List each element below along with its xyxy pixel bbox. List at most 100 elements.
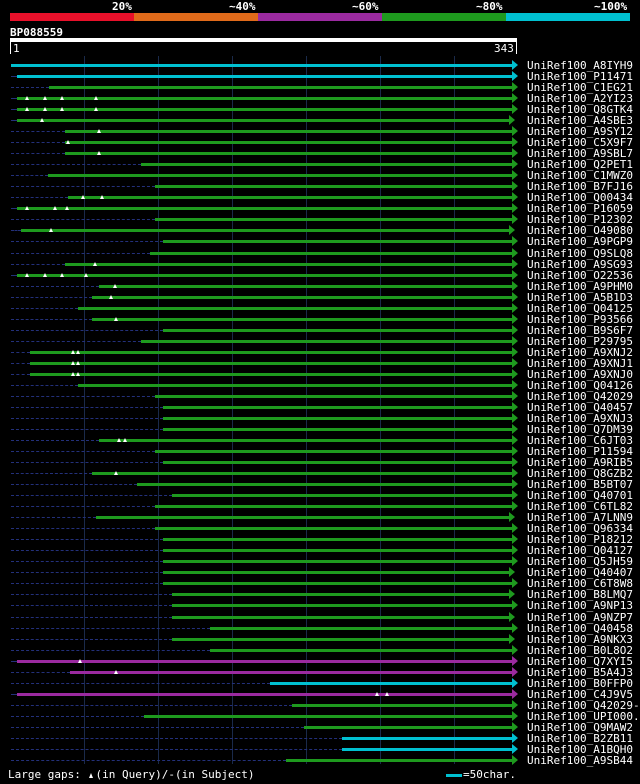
alignment-bar[interactable] [150, 251, 512, 255]
hit-name[interactable]: UniRef100_P12302 [527, 213, 633, 227]
alignment-bar[interactable] [154, 527, 512, 531]
alignment-bar[interactable] [172, 593, 510, 597]
hit-row[interactable]: UniRef100_A9RIB5 [0, 456, 640, 469]
hit-row[interactable]: UniRef100_A9XNJ3 [0, 411, 640, 425]
alignment-bar[interactable] [141, 339, 512, 343]
hit-name[interactable]: UniRef100_B9S6F7 [527, 323, 633, 337]
hit-row[interactable]: UniRef100_O49080 [0, 224, 640, 238]
alignment-bar[interactable] [98, 439, 512, 443]
hit-row[interactable]: UniRef100_B9S6F7 [0, 323, 640, 337]
hit-name[interactable]: UniRef100_Q04125 [527, 301, 633, 315]
hit-row[interactable]: UniRef100_P29795 [0, 335, 640, 348]
hit-name[interactable]: UniRef100_A9PHM0 [527, 279, 633, 293]
hit-name[interactable]: UniRef100_A4SBE3 [527, 114, 633, 128]
hit-name[interactable]: UniRef100_A9SY12 [527, 125, 633, 139]
hit-name[interactable]: UniRef100_Q40458 [527, 621, 633, 635]
alignment-bar[interactable] [78, 306, 512, 310]
hit-name[interactable]: UniRef100_Q5JH59 [527, 555, 633, 569]
hit-row[interactable]: UniRef100_A9NZP7 [0, 610, 640, 624]
alignment-bar[interactable] [95, 516, 510, 520]
hit-row[interactable]: UniRef100_Q42029 [0, 389, 640, 403]
alignment-bar[interactable] [65, 130, 512, 134]
hit-name[interactable]: UniRef100_O49080 [527, 224, 633, 238]
hit-row[interactable]: UniRef100_B2ZB11 [0, 731, 640, 745]
alignment-bar[interactable] [16, 97, 512, 101]
hit-row[interactable]: UniRef100_A9SBL7 [0, 147, 640, 160]
hit-row[interactable]: UniRef100_A9SG93 [0, 258, 640, 271]
hit-name[interactable]: UniRef100_C6TL82 [527, 500, 633, 514]
hit-name[interactable]: UniRef100_B5A4J3 [527, 665, 633, 679]
hit-name[interactable]: UniRef100_Q04127 [527, 544, 633, 558]
alignment-bar[interactable] [78, 383, 512, 387]
hit-name[interactable]: UniRef100_A9PGP9 [527, 235, 633, 249]
hit-row[interactable]: UniRef100_A9PHM0 [0, 279, 640, 293]
hit-row[interactable]: UniRef100_A9PGP9 [0, 235, 640, 249]
alignment-bar[interactable] [136, 483, 512, 487]
alignment-bar[interactable] [163, 240, 512, 244]
hit-name[interactable]: UniRef100_Q40407 [527, 566, 633, 580]
alignment-bar[interactable] [342, 747, 512, 751]
alignment-bar[interactable] [286, 758, 512, 762]
alignment-bar[interactable] [16, 75, 512, 79]
hit-name[interactable]: UniRef100_B5BT07 [527, 478, 633, 492]
alignment-bar[interactable] [65, 141, 512, 145]
hit-row[interactable]: UniRef100_B5BT07 [0, 478, 640, 492]
hit-name[interactable]: UniRef100_A8IYH9 [527, 59, 633, 72]
hit-row[interactable]: UniRef100_Q9MAW2 [0, 721, 640, 734]
hit-name[interactable]: UniRef100_UPI000.. [527, 709, 640, 723]
hit-name[interactable]: UniRef100_Q42029 [527, 389, 633, 403]
alignment-bar[interactable] [65, 262, 512, 266]
hit-name[interactable]: UniRef100_A9XNJ0 [527, 367, 633, 381]
hit-name[interactable]: UniRef100_B0L8O2 [527, 643, 633, 657]
hit-name[interactable]: UniRef100_C1MWZ0 [527, 169, 633, 183]
hit-row[interactable]: UniRef100_P11594 [0, 445, 640, 458]
alignment-bar[interactable] [21, 229, 510, 233]
hit-row[interactable]: UniRef100_C6T8W8 [0, 577, 640, 591]
hit-row[interactable]: UniRef100_A1BQH0 [0, 742, 640, 756]
hit-row[interactable]: UniRef100_P16059 [0, 202, 640, 215]
hit-name[interactable]: UniRef100_C6T8W8 [527, 577, 633, 591]
hit-row[interactable]: UniRef100_Q42029-2 [0, 698, 640, 712]
alignment-bar[interactable] [172, 604, 512, 608]
hit-name[interactable]: UniRef100_Q9SLQ8 [527, 246, 633, 260]
hit-name[interactable]: UniRef100_C6JT03 [527, 434, 633, 448]
hit-name[interactable]: UniRef100_P18212 [527, 533, 633, 547]
alignment-bar[interactable] [16, 108, 512, 112]
hit-row[interactable]: UniRef100_UPI000.. [0, 709, 640, 723]
hit-name[interactable]: UniRef100_B0FFP0 [527, 676, 633, 690]
alignment-bar[interactable] [163, 328, 512, 332]
hit-row[interactable]: UniRef100_Q04126 [0, 378, 640, 392]
hit-name[interactable]: UniRef100_A9NZP7 [527, 610, 633, 624]
hit-name[interactable]: UniRef100_Q00434 [527, 191, 633, 205]
hit-name[interactable]: UniRef100_A9XNJ3 [527, 411, 633, 425]
hit-row[interactable]: UniRef100_Q40701 [0, 489, 640, 502]
alignment-bar[interactable] [16, 659, 512, 663]
hit-name[interactable]: UniRef100_A1BQH0 [527, 742, 633, 756]
hit-row[interactable]: UniRef100_O22536 [0, 268, 640, 282]
hit-row[interactable]: UniRef100_C1EG21 [0, 81, 640, 94]
hit-name[interactable]: UniRef100_B2ZB11 [527, 731, 633, 745]
alignment-bar[interactable] [47, 174, 512, 178]
hit-row[interactable]: UniRef100_B5A4J3 [0, 665, 640, 679]
hit-row[interactable]: UniRef100_A9NKX3 [0, 633, 640, 646]
hit-name[interactable]: UniRef100_Q04126 [527, 378, 633, 392]
hit-row[interactable]: UniRef100_Q9SLQ8 [0, 246, 640, 260]
hit-row[interactable]: UniRef100_Q40458 [0, 621, 640, 635]
hit-row[interactable]: UniRef100_A9XNJ2 [0, 345, 640, 359]
hit-row[interactable]: UniRef100_Q40407 [0, 566, 640, 580]
hit-name[interactable]: UniRef100_Q42029-2 [527, 698, 640, 712]
alignment-bar[interactable] [163, 461, 512, 465]
hit-row[interactable]: UniRef100_Q00434 [0, 191, 640, 205]
hit-row[interactable]: UniRef100_Q96334 [0, 522, 640, 535]
alignment-bar[interactable] [65, 152, 512, 156]
hit-row[interactable]: UniRef100_C1MWZ0 [0, 169, 640, 183]
hit-row[interactable]: UniRef100_A9NP13 [0, 599, 640, 612]
hit-row[interactable]: UniRef100_P93566 [0, 313, 640, 326]
hit-name[interactable]: UniRef100_A9XNJ2 [527, 345, 633, 359]
alignment-bar[interactable] [163, 549, 512, 553]
hit-row[interactable]: UniRef100_Q04125 [0, 301, 640, 315]
hit-name[interactable]: UniRef100_O22536 [527, 268, 633, 282]
hit-name[interactable]: UniRef100_Q8GZB2 [527, 467, 633, 481]
alignment-bar[interactable] [16, 119, 510, 123]
hit-name[interactable]: UniRef100_A7LNN9 [527, 511, 633, 525]
